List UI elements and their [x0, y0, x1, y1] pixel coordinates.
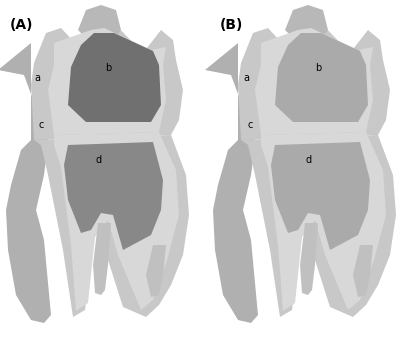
- Polygon shape: [238, 17, 390, 140]
- Polygon shape: [68, 33, 161, 122]
- Polygon shape: [285, 5, 328, 43]
- Polygon shape: [146, 245, 166, 297]
- Text: a: a: [34, 73, 40, 83]
- Text: c: c: [247, 120, 252, 130]
- Polygon shape: [275, 33, 368, 122]
- Text: d: d: [305, 155, 311, 165]
- Polygon shape: [261, 132, 386, 311]
- Polygon shape: [300, 223, 318, 295]
- Text: d: d: [95, 155, 101, 165]
- Polygon shape: [64, 142, 163, 250]
- Polygon shape: [78, 5, 121, 43]
- Polygon shape: [353, 245, 373, 297]
- Polygon shape: [54, 132, 179, 311]
- Polygon shape: [93, 223, 111, 295]
- Polygon shape: [31, 17, 183, 140]
- Polygon shape: [34, 135, 189, 317]
- Polygon shape: [241, 135, 396, 317]
- Polygon shape: [0, 43, 51, 323]
- Text: (B): (B): [220, 18, 243, 32]
- Text: (A): (A): [10, 18, 34, 32]
- Polygon shape: [271, 142, 370, 250]
- Text: b: b: [315, 63, 321, 73]
- Text: a: a: [243, 73, 249, 83]
- Text: b: b: [105, 63, 111, 73]
- Polygon shape: [205, 43, 258, 323]
- Polygon shape: [48, 28, 166, 135]
- Polygon shape: [255, 28, 373, 135]
- Text: c: c: [38, 120, 44, 130]
